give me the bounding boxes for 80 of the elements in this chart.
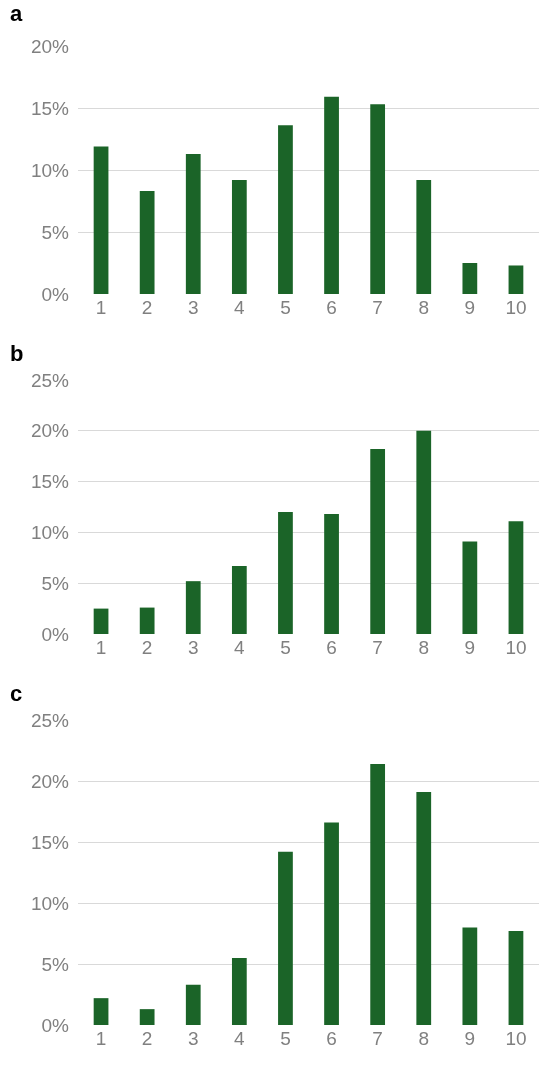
y-tick-label: 25% — [30, 369, 70, 391]
x-tick-label: 1 — [95, 297, 107, 318]
x-tick-label: 3 — [187, 1028, 199, 1049]
x-tick-label: 3 — [187, 297, 199, 318]
x-tick-label: 9 — [464, 637, 476, 658]
y-tick-label: 0% — [41, 623, 70, 645]
y-tick-label: 15% — [30, 831, 70, 853]
y-tick-label: 5% — [41, 953, 70, 975]
x-tick-label: 3 — [187, 637, 199, 658]
x-tick-label: 5 — [280, 637, 291, 658]
x-tick-label: 7 — [372, 637, 383, 658]
x-tick-label: 1 — [95, 637, 107, 658]
bar — [508, 931, 524, 1025]
x-tick-label: 6 — [326, 637, 337, 658]
bar — [324, 96, 339, 294]
bar — [462, 927, 478, 1025]
x-tick-label: 2 — [141, 297, 153, 318]
y-tick-label: 15% — [30, 471, 70, 493]
x-tick-label: 1 — [95, 1028, 107, 1049]
chart-title: a — [9, 1, 23, 27]
x-tick-label: 2 — [141, 1028, 153, 1049]
bar — [278, 512, 293, 634]
bar — [416, 430, 432, 634]
x-tick-label: 6 — [326, 1028, 337, 1049]
bar — [231, 565, 247, 634]
bar — [139, 1009, 155, 1025]
y-tick-label: 25% — [30, 709, 70, 731]
y-tick-label: 20% — [30, 770, 70, 792]
x-tick-label: 10 — [505, 637, 527, 658]
x-tick-label: 9 — [464, 1028, 476, 1049]
bar — [185, 581, 201, 634]
bar — [93, 608, 109, 634]
bar — [185, 984, 201, 1025]
x-tick-label: 9 — [464, 297, 476, 318]
y-tick-label: 0% — [41, 1014, 70, 1036]
chart-title: c — [9, 681, 23, 707]
bar — [370, 104, 386, 294]
bar — [278, 125, 293, 294]
y-tick-label: 15% — [30, 97, 70, 119]
x-tick-label: 6 — [326, 297, 337, 318]
y-tick-label: 5% — [41, 221, 70, 243]
x-tick-label: 5 — [280, 297, 291, 318]
x-tick-label: 7 — [372, 1028, 383, 1049]
x-tick-label: 8 — [418, 297, 430, 318]
x-tick-label: 10 — [505, 1028, 527, 1049]
bar — [416, 791, 432, 1025]
bar — [462, 263, 478, 294]
x-tick-label: 10 — [505, 297, 527, 318]
x-tick-label: 4 — [234, 297, 246, 318]
y-tick-label: 20% — [30, 420, 70, 442]
y-tick-label: 20% — [30, 35, 70, 57]
chart-title: b — [9, 341, 24, 367]
bar — [324, 514, 339, 634]
y-tick-label: 10% — [30, 159, 70, 181]
bar — [231, 179, 247, 294]
bar — [93, 146, 109, 294]
x-tick-label: 8 — [418, 1028, 430, 1049]
bar — [139, 191, 155, 294]
bar — [93, 998, 109, 1025]
bar — [416, 179, 432, 294]
x-tick-label: 4 — [234, 1028, 246, 1049]
x-tick-label: 4 — [234, 637, 246, 658]
bar — [370, 763, 386, 1025]
x-tick-label: 5 — [280, 1028, 291, 1049]
y-tick-label: 10% — [30, 522, 70, 544]
bar — [231, 957, 247, 1025]
bar — [185, 153, 201, 294]
y-tick-label: 10% — [30, 892, 70, 914]
x-tick-label: 7 — [372, 297, 383, 318]
bar — [462, 541, 478, 634]
bar — [324, 822, 339, 1025]
bar — [508, 265, 524, 294]
x-tick-label: 8 — [418, 637, 430, 658]
bar — [370, 449, 386, 634]
bar — [508, 521, 524, 634]
bar — [278, 851, 293, 1025]
y-tick-label: 5% — [41, 572, 70, 594]
y-tick-label: 0% — [41, 283, 70, 305]
bar — [139, 607, 155, 634]
x-tick-label: 2 — [141, 637, 153, 658]
